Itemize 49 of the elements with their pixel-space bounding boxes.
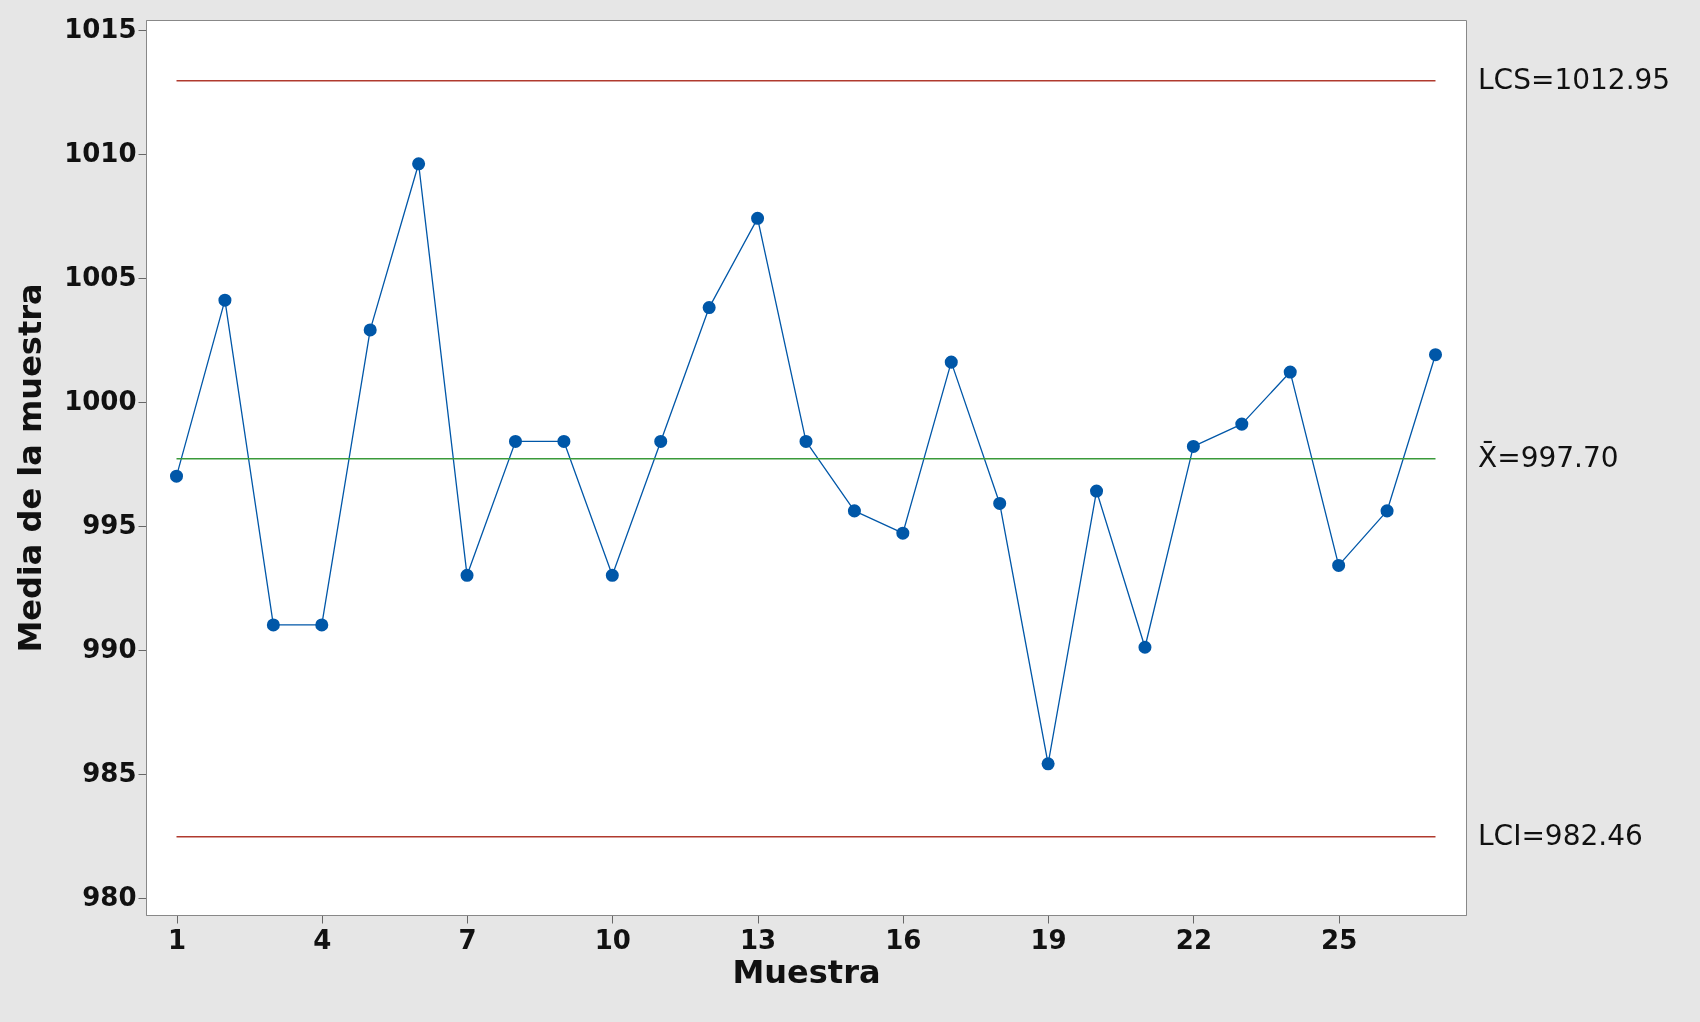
point	[1283, 365, 1297, 379]
point	[218, 293, 232, 307]
point	[315, 618, 329, 632]
y-tick-label: 985	[82, 758, 137, 789]
point	[1235, 417, 1249, 431]
y-tick-label: 1000	[64, 386, 137, 417]
point	[847, 504, 861, 518]
x-tick-label: 19	[1030, 924, 1067, 955]
y-axis-title: Media de la muestra	[11, 283, 50, 653]
point	[702, 301, 716, 315]
x-tick-label: 4	[313, 924, 332, 955]
point	[1186, 439, 1200, 453]
point	[944, 355, 958, 369]
ref-line-label: LCI=982.46	[1478, 818, 1643, 852]
x-tick-label: 22	[1175, 924, 1212, 955]
y-tick-label: 990	[82, 634, 137, 665]
point	[169, 469, 184, 483]
point	[1428, 348, 1443, 362]
point	[266, 618, 280, 632]
point	[1138, 640, 1152, 654]
point	[460, 568, 474, 582]
x-tick-label: 16	[885, 924, 922, 955]
point	[896, 526, 910, 540]
x-axis-title: Muestra	[732, 952, 881, 991]
point	[508, 434, 522, 448]
point	[751, 211, 765, 225]
point	[1090, 484, 1104, 498]
y-tick-label: 980	[82, 882, 137, 913]
y-tick-label: 1015	[64, 14, 137, 45]
point	[363, 323, 377, 337]
x-tick-label: 13	[739, 924, 777, 955]
point	[1332, 558, 1346, 572]
x-tick-label: 10	[594, 924, 631, 955]
x-tick-label: 25	[1321, 924, 1358, 955]
point	[412, 157, 426, 171]
x-tick-label: 7	[458, 924, 477, 955]
point	[605, 568, 619, 582]
ref-line-label: LCS=1012.95	[1478, 62, 1671, 96]
ref-line-label: X̄=997.70	[1478, 439, 1619, 474]
point	[1380, 504, 1394, 518]
point	[993, 496, 1007, 510]
point	[799, 434, 813, 448]
y-tick-label: 995	[82, 510, 137, 541]
x-tick-label: 1	[167, 924, 187, 955]
point	[654, 434, 668, 448]
point	[557, 434, 571, 448]
y-tick-label: 1010	[64, 138, 137, 169]
y-tick-label: 1005	[64, 262, 137, 293]
point	[1041, 757, 1055, 771]
